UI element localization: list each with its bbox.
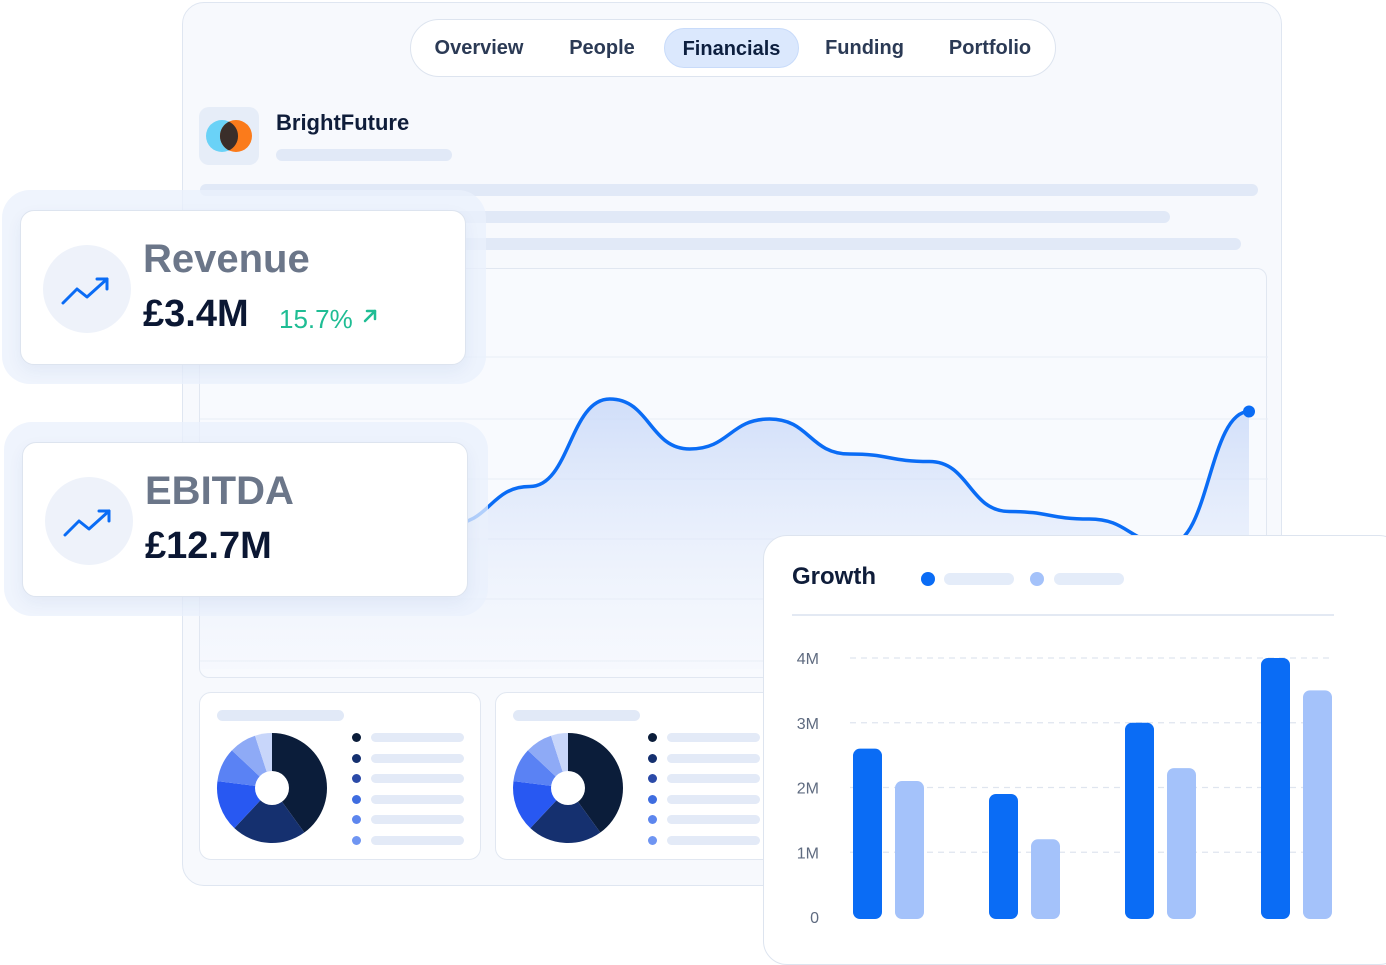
kpi-value: £12.7M xyxy=(145,525,272,567)
legend-dot xyxy=(648,753,657,763)
trending-up-icon xyxy=(45,477,133,565)
kpi-change-value: 15.7% xyxy=(279,304,353,334)
trending-up-icon xyxy=(43,245,131,333)
donut-hole xyxy=(255,771,289,805)
legend-label-placeholder xyxy=(371,835,464,845)
legend-dot xyxy=(352,815,361,824)
legend-label-placeholder xyxy=(371,733,464,742)
legend-label-placeholder xyxy=(944,573,1014,585)
company-logo xyxy=(199,107,259,165)
placeholder-line xyxy=(276,149,452,161)
donut-hole xyxy=(551,771,585,805)
legend-dot xyxy=(648,794,657,804)
legend-label-placeholder xyxy=(371,774,464,783)
arrow-up-right-icon xyxy=(363,309,377,323)
legend-dot xyxy=(352,774,361,783)
card-title-placeholder xyxy=(217,710,344,721)
kpi-card-ebitda[interactable]: EBITDA £12.7M xyxy=(22,442,468,597)
legend-dot xyxy=(352,753,361,763)
legend-label-placeholder xyxy=(667,753,760,763)
legend-dot xyxy=(352,733,361,742)
area-chart-line xyxy=(200,397,1250,546)
legend-dot xyxy=(648,733,657,742)
legend-label-placeholder xyxy=(1054,573,1124,585)
tab-bar: Overview People Financials Funding Portf… xyxy=(410,19,1056,77)
donut-slice[interactable] xyxy=(568,733,623,833)
tab-financials[interactable]: Financials xyxy=(664,28,799,68)
growth-divider xyxy=(792,614,1334,616)
legend-dot xyxy=(352,794,361,804)
legend-label-placeholder xyxy=(667,733,760,742)
kpi-change: 15.7% xyxy=(279,304,380,335)
donut-chart xyxy=(513,733,623,843)
donut-slice[interactable] xyxy=(234,788,305,843)
company-name: BrightFuture xyxy=(276,110,410,135)
tab-overview[interactable]: Overview xyxy=(434,37,524,59)
breakdown-card xyxy=(199,692,481,860)
growth-title: Growth xyxy=(792,563,876,590)
area-chart-end-point[interactable] xyxy=(1243,405,1255,418)
legend-dot-primary xyxy=(921,572,935,586)
card-title-placeholder xyxy=(513,710,640,721)
legend-label-placeholder xyxy=(371,753,464,763)
legend-dot xyxy=(352,835,361,845)
donut-slice[interactable] xyxy=(530,788,601,843)
donut-chart xyxy=(217,733,327,843)
kpi-label: EBITDA xyxy=(145,469,294,513)
legend-dot xyxy=(648,774,657,783)
legend-dot xyxy=(648,815,657,824)
tab-funding[interactable]: Funding xyxy=(825,37,904,59)
legend-label-placeholder xyxy=(667,774,760,783)
tab-people[interactable]: People xyxy=(569,37,635,59)
legend-label-placeholder xyxy=(371,815,464,824)
kpi-label: Revenue xyxy=(143,237,310,281)
growth-card xyxy=(763,535,1386,965)
legend-label-placeholder xyxy=(371,794,464,804)
legend-dot xyxy=(648,835,657,845)
legend-label-placeholder xyxy=(667,835,760,845)
tab-portfolio[interactable]: Portfolio xyxy=(948,37,1032,59)
legend-dot-secondary xyxy=(1030,572,1044,586)
kpi-value: £3.4M xyxy=(143,293,249,335)
breakdown-card xyxy=(495,692,777,860)
donut-slice[interactable] xyxy=(272,733,327,833)
kpi-card-revenue[interactable]: Revenue £3.4M 15.7% xyxy=(20,210,466,365)
legend-label-placeholder xyxy=(667,815,760,824)
legend-label-placeholder xyxy=(667,794,760,804)
